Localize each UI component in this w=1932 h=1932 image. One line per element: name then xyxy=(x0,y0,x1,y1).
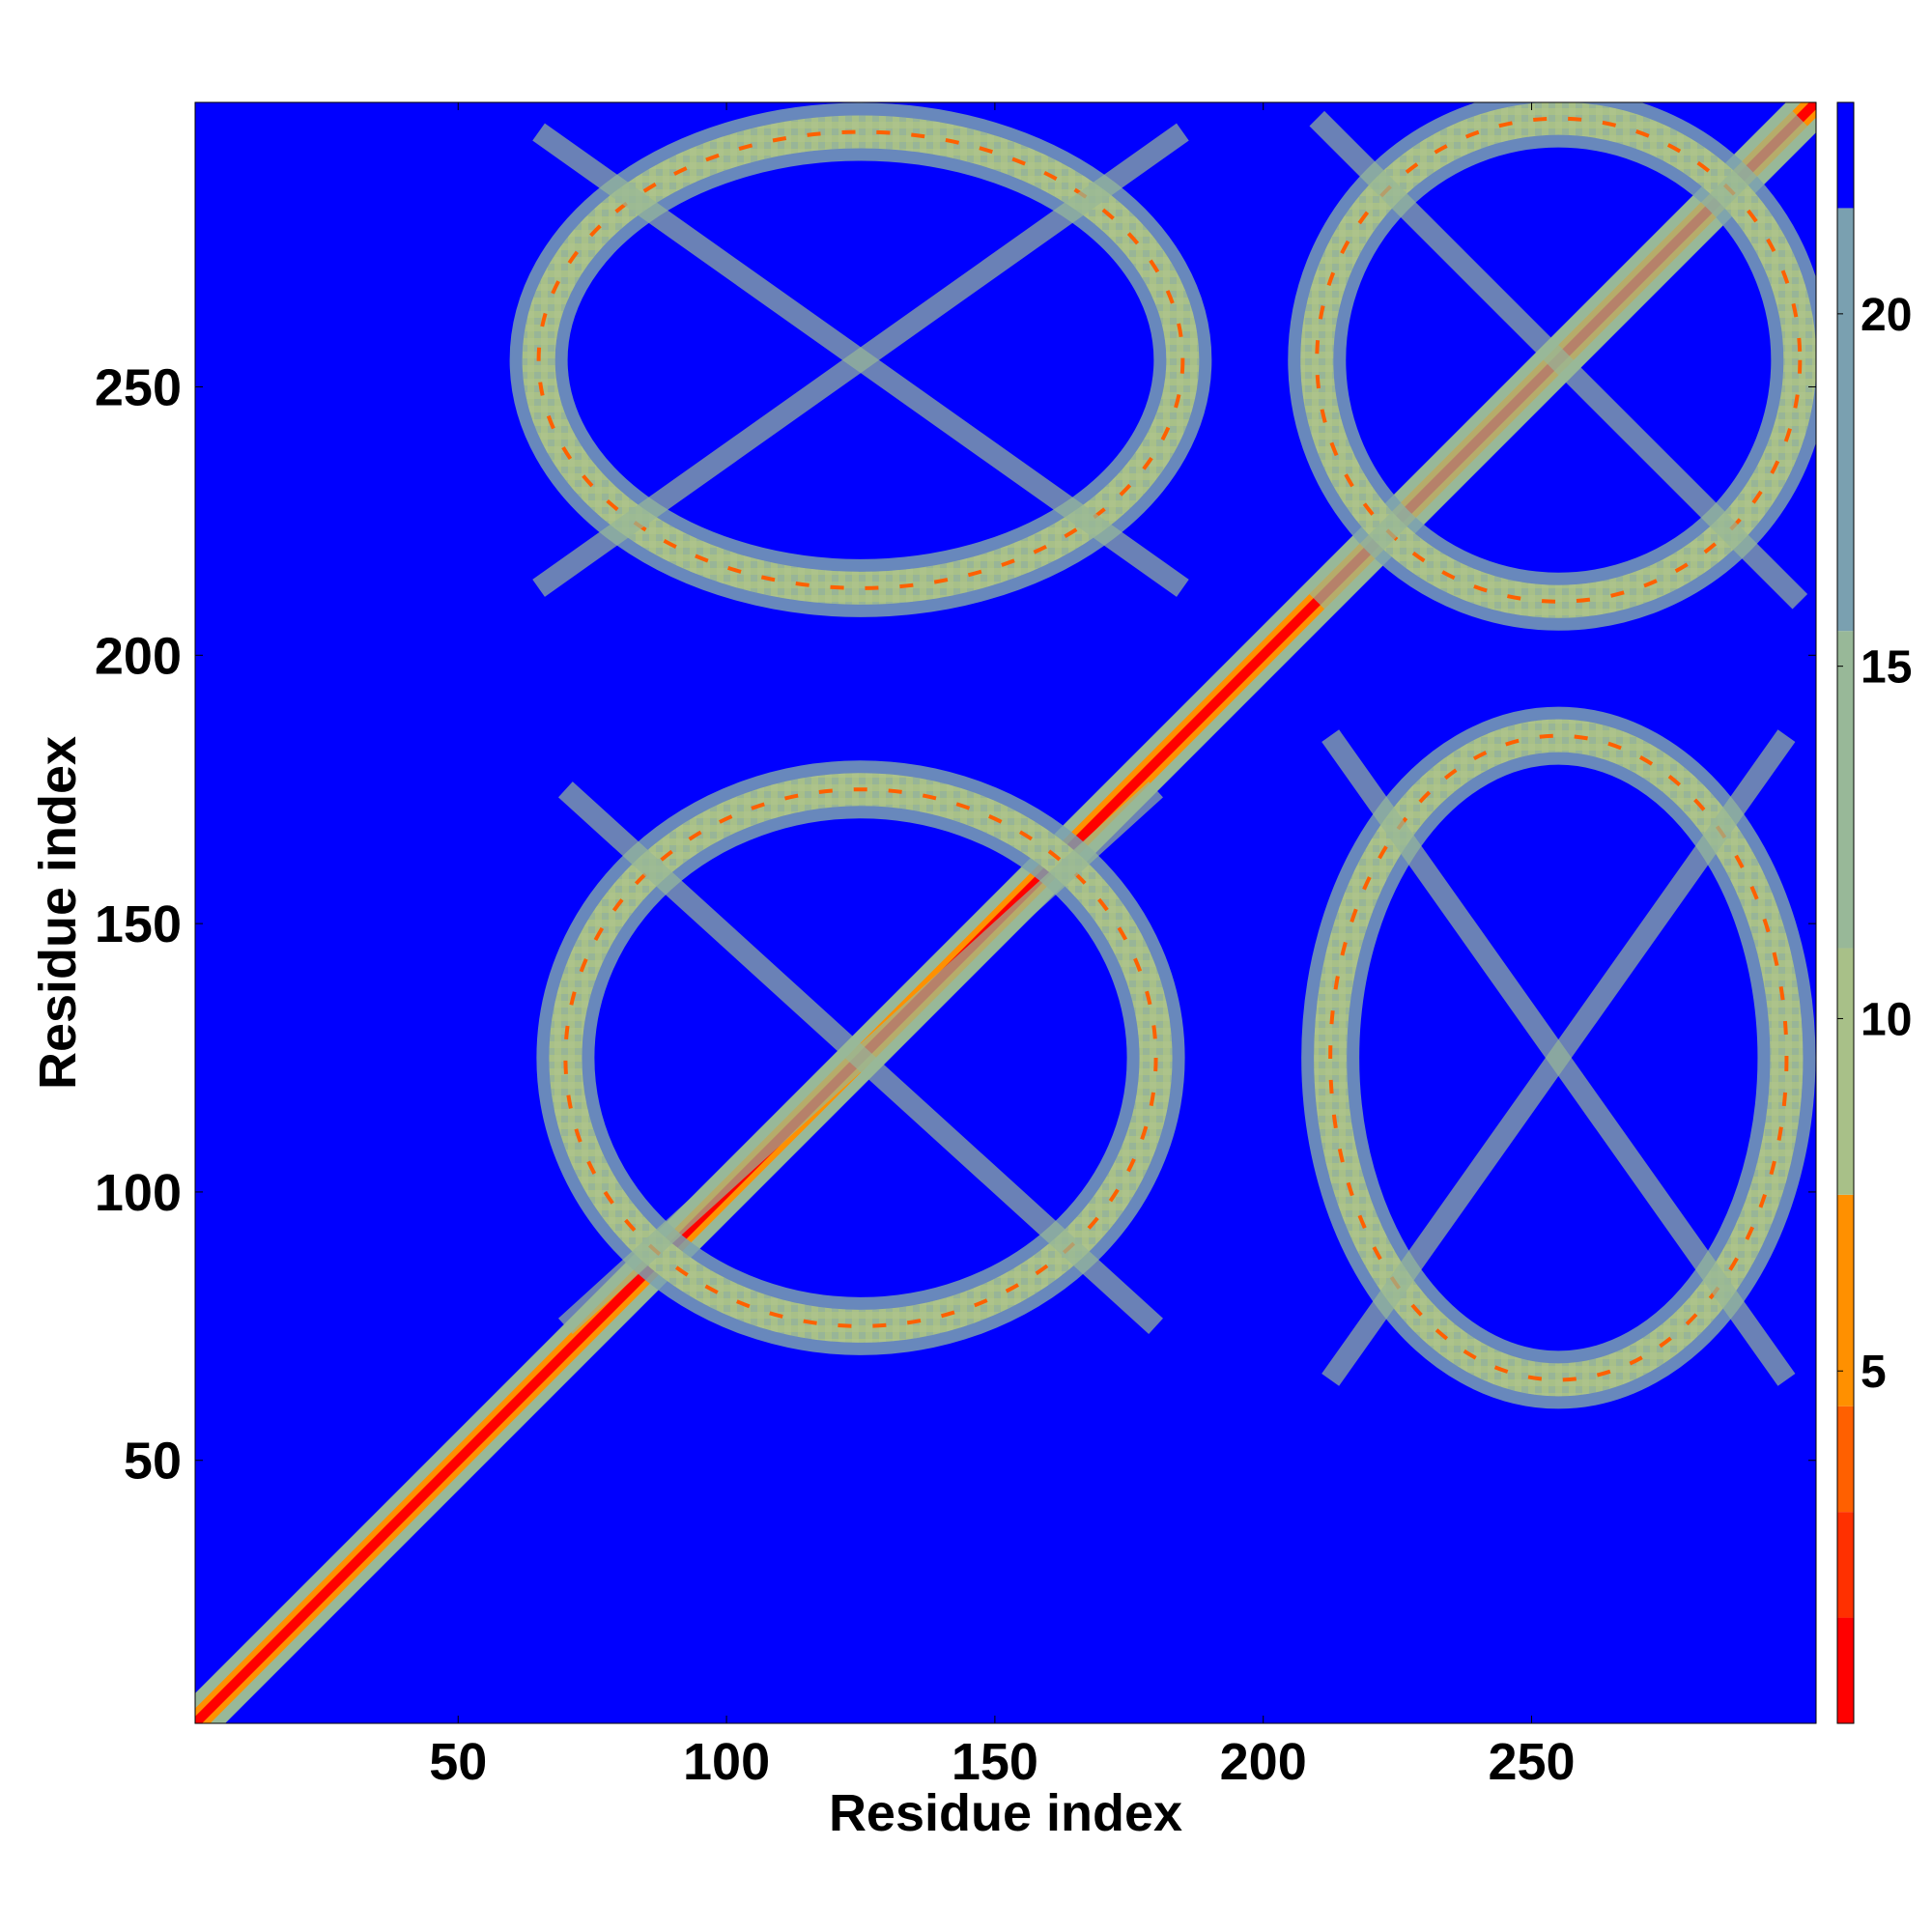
plot-frame xyxy=(194,101,1817,1724)
colorbar-segment xyxy=(1837,208,1854,632)
block-C-cross-b xyxy=(1309,110,1808,610)
y-tick-label: 200 xyxy=(95,627,182,685)
colorbar-segment xyxy=(1837,1194,1854,1406)
block-C-core xyxy=(1315,116,1803,604)
y-axis-label: Residue index xyxy=(29,736,87,1090)
block-B-upper-core xyxy=(536,129,1185,590)
block-B-lower-core xyxy=(1328,733,1789,1382)
colorbar-tick-label: 10 xyxy=(1861,994,1912,1045)
block-B-upper-cross-b xyxy=(532,123,1189,597)
plot-area xyxy=(194,101,1817,1724)
colorbar-segment xyxy=(1837,1512,1854,1618)
y-tick-label: 50 xyxy=(124,1433,182,1491)
block-B-lower-cross-b xyxy=(1321,729,1796,1386)
contact-bands xyxy=(195,102,1816,1723)
colorbar-frame xyxy=(1836,101,1855,1724)
x-axis-label: Residue index xyxy=(829,1784,1182,1842)
colorbar-tick-label: 5 xyxy=(1861,1347,1887,1398)
block-A-cross-b xyxy=(557,781,1163,1334)
x-tick-label: 200 xyxy=(1220,1733,1307,1791)
colorbar-segment xyxy=(1837,948,1854,1195)
colorbar-segment xyxy=(1837,1406,1854,1513)
x-tick-label: 150 xyxy=(952,1733,1038,1791)
colorbar: 5 10 15 20 xyxy=(1836,101,1912,1724)
y-axis: 50 100 150 200 250 xyxy=(95,358,1816,1491)
x-tick-label: 250 xyxy=(1488,1733,1575,1791)
x-tick-label: 100 xyxy=(683,1733,770,1791)
colorbar-segment xyxy=(1837,631,1854,949)
colorbar-segment xyxy=(1837,1617,1854,1723)
colorbar-tick-label: 15 xyxy=(1861,642,1912,694)
x-axis: 50 100 150 200 250 xyxy=(429,102,1576,1791)
y-tick-label: 150 xyxy=(95,895,182,953)
y-tick-label: 250 xyxy=(95,358,182,416)
block-A-core xyxy=(563,787,1158,1328)
x-tick-label: 50 xyxy=(429,1733,487,1791)
colorbar-tick-label: 20 xyxy=(1861,290,1912,341)
y-tick-label: 100 xyxy=(95,1164,182,1222)
colorbar-segment xyxy=(1837,102,1854,209)
